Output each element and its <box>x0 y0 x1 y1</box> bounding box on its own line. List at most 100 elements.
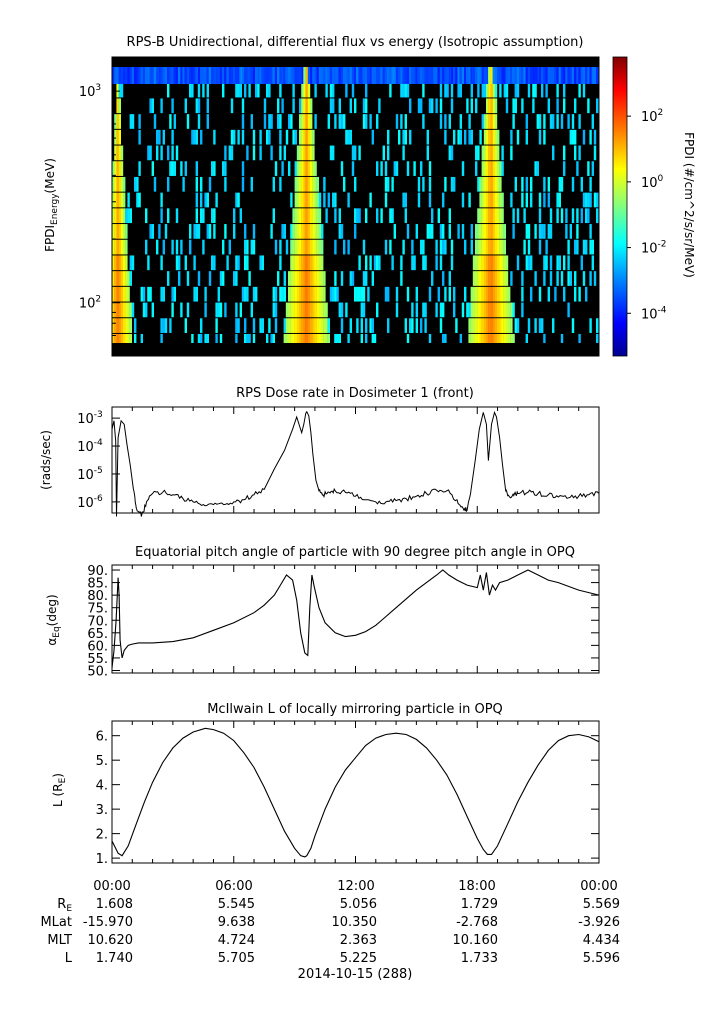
spectrogram-cell <box>486 208 489 224</box>
spectrogram-cell <box>288 161 291 176</box>
spectrogram-cell <box>312 333 315 343</box>
spectrogram-cell <box>312 302 315 318</box>
spectrogram-cell <box>301 208 304 224</box>
spectrogram-cell <box>510 318 513 333</box>
spectrogram-cell <box>406 286 410 302</box>
spectrogram-cell <box>244 255 247 271</box>
spectrogram-cell <box>530 176 533 192</box>
spectrogram-cell <box>591 67 594 84</box>
spectrogram-cell <box>127 271 130 286</box>
spectrogram-cell <box>360 333 363 343</box>
time-tick-label: 12:00 <box>337 879 374 894</box>
spectrogram-cell <box>226 67 229 84</box>
spectrogram-cell <box>299 67 302 84</box>
spectrogram-cell <box>325 208 328 224</box>
spectrogram-cell <box>417 192 421 208</box>
spectrogram-cell <box>197 114 201 129</box>
spectrogram-cell <box>497 176 500 192</box>
spectrogram-cell <box>112 239 115 255</box>
spectrogram-cell <box>294 176 297 192</box>
spectrogram-cell <box>354 67 357 84</box>
spectrogram-cell <box>252 129 256 145</box>
spectrogram-cell <box>290 67 293 84</box>
spectrogram-cell <box>224 67 227 84</box>
spectrogram-cell <box>274 161 278 176</box>
spectrogram-cell <box>442 67 445 84</box>
spectrogram-cell <box>127 333 130 343</box>
spectrogram-cell <box>578 67 581 84</box>
spectrogram-cell <box>307 239 311 255</box>
spectrogram-cell <box>457 224 460 239</box>
spectrogram-cell <box>310 224 313 239</box>
spectrogram-cell <box>536 114 539 129</box>
spectrogram-cell <box>259 255 262 271</box>
spectrogram-cell <box>481 224 484 239</box>
y-tick-label: 6. <box>96 730 108 745</box>
spectrogram-cell <box>477 176 480 192</box>
y-tick-label: 102 <box>79 295 101 312</box>
spectrogram-cell <box>193 129 196 145</box>
spectrogram-cell <box>527 255 531 271</box>
spectrogram-cell <box>404 192 407 208</box>
spectrogram-cell <box>272 67 275 84</box>
spectrogram-cell <box>404 82 407 98</box>
spectrogram-cell <box>310 98 313 114</box>
spectrogram-cell <box>272 286 275 302</box>
spectrogram-cell <box>389 239 392 255</box>
spectrogram-cell <box>171 129 174 145</box>
spectrogram-cell <box>114 192 117 208</box>
spectrogram-cell <box>426 145 429 161</box>
spectrogram-cell <box>142 286 146 302</box>
spectrogram-cell <box>263 114 267 129</box>
spectrogram-cell <box>508 333 511 343</box>
spectrogram-cell <box>160 286 163 302</box>
spectrogram-cell <box>215 318 218 333</box>
spectrogram-cell <box>312 67 315 84</box>
spectrogram-cell <box>288 318 291 333</box>
spectrogram-cell <box>450 176 454 192</box>
spectrogram-cell <box>391 176 394 192</box>
spectrogram-cell <box>406 333 410 343</box>
spectrogram-cell <box>457 67 460 84</box>
spectrogram-cell <box>296 271 300 286</box>
spectrogram-cell <box>492 145 495 161</box>
spectrogram-cell <box>481 67 484 84</box>
spectrogram-cell <box>516 208 520 224</box>
spectrogram-cell <box>589 271 592 286</box>
spectrogram-cell <box>204 286 207 302</box>
spectrogram-cell <box>305 255 308 271</box>
spectrogram-cell <box>325 67 328 84</box>
spectrogram-cell <box>481 114 484 129</box>
spectrogram-cell <box>347 333 350 343</box>
spectrogram-cell <box>574 67 577 84</box>
spectrogram-cell <box>367 67 370 84</box>
spectrogram-cell <box>294 67 297 84</box>
spectrogram-cell <box>314 239 317 255</box>
spectrogram-cell <box>283 67 286 84</box>
spectrogram-cell <box>538 286 542 302</box>
spectrogram-cell <box>323 318 326 333</box>
spectrogram-cell <box>459 129 462 145</box>
spectrogram-cell <box>472 318 476 333</box>
spectrogram-cell <box>123 271 126 286</box>
spectrogram-cell <box>180 239 183 255</box>
spectrogram-cell <box>244 318 247 333</box>
spectrogram-cell <box>527 224 531 239</box>
spectrogram-cell <box>481 318 484 333</box>
spectrogram-cell <box>310 67 313 84</box>
spectrogram-cell <box>563 145 566 161</box>
spectrogram-cell <box>116 129 119 145</box>
y-tick-label: 10-5 <box>77 466 103 483</box>
spectrogram-cell <box>215 67 218 84</box>
spectrogram-cell <box>321 302 324 318</box>
spectrogram-cell <box>118 67 121 84</box>
spectrogram-cell <box>567 302 570 318</box>
spectrogram-cell <box>178 271 181 286</box>
spectrogram-cell <box>307 161 311 176</box>
spectrogram-cell <box>274 239 278 255</box>
spectrogram-cell <box>593 192 597 208</box>
spectrogram-cell <box>472 302 476 318</box>
spectrogram-cell <box>204 333 207 343</box>
spectrogram-cell <box>303 82 306 98</box>
spectrogram-cell <box>492 224 495 239</box>
